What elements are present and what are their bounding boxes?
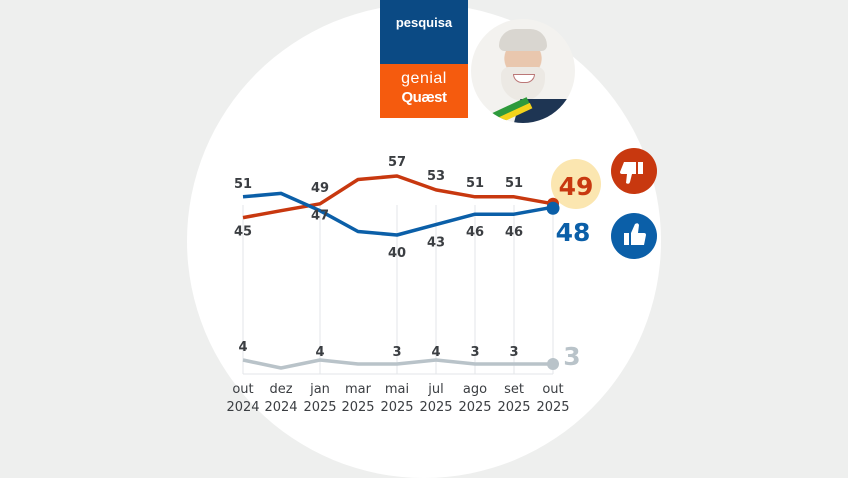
final-value-approve: 48 (556, 218, 591, 247)
point-label: 46 (466, 225, 484, 240)
highlight-circle (551, 159, 601, 209)
x-tick-month: jan (309, 382, 330, 397)
legend-icons (611, 148, 657, 259)
series-line-disapprove (242, 174, 554, 220)
final-value-disapprove: 49 (559, 172, 594, 201)
end-dot-approve (546, 201, 560, 215)
point-label: 53 (427, 169, 445, 184)
x-tick-year: 2025 (303, 400, 336, 415)
x-tick-month: dez (269, 382, 292, 397)
thumbs-down-icon (611, 148, 657, 194)
x-tick-month: out (232, 382, 253, 397)
point-label: 3 (392, 345, 401, 360)
x-axis-ticks: out 2024 dez 2024 jan 2025 mar 2025 mai 2025 jul 20… (226, 382, 569, 415)
pollster-logo: pesquisa genial Quæst (380, 0, 468, 118)
x-tick-month: ago (463, 382, 487, 397)
x-tick-year: 2025 (497, 400, 530, 415)
logo-brand-block: genial Quæst (380, 64, 468, 118)
point-label: 51 (234, 177, 252, 192)
point-label: 46 (505, 225, 523, 240)
point-label: 4 (315, 345, 324, 360)
x-tick-year: 2025 (536, 400, 569, 415)
x-tick-year: 2025 (419, 400, 452, 415)
logo-genial-text: genial (401, 70, 447, 87)
x-tick-month: set (504, 382, 524, 397)
thumbs-up-icon (611, 213, 657, 259)
x-tick-month: mai (385, 382, 409, 397)
x-tick-month: jul (427, 382, 443, 397)
point-label: 3 (470, 345, 479, 360)
final-values: 49 48 3 (546, 159, 601, 371)
point-label: 4 (238, 340, 247, 355)
x-tick-year: 2024 (264, 400, 297, 415)
logo-pesquisa-label: pesquisa (380, 0, 468, 64)
point-label: 57 (388, 155, 406, 170)
x-tick-year: 2025 (458, 400, 491, 415)
series-lines (242, 174, 554, 370)
series-line-approve (242, 191, 554, 237)
point-label: 43 (427, 236, 445, 251)
x-tick-year: 2025 (341, 400, 374, 415)
logo-quaest-text: Quæst (401, 89, 447, 106)
x-tick-year: 2024 (226, 400, 259, 415)
point-label: 47 (311, 209, 329, 224)
point-label: 40 (388, 246, 406, 261)
final-value-other: 3 (563, 342, 580, 371)
point-label: 49 (311, 181, 329, 196)
grid-lines (242, 205, 554, 375)
series-line-other (242, 358, 553, 370)
x-tick-month: out (542, 382, 563, 397)
x-tick-month: mar (345, 382, 372, 397)
end-dot-other (547, 358, 559, 370)
x-tick-year: 2025 (380, 400, 413, 415)
point-label: 4 (431, 345, 440, 360)
point-label: 45 (234, 225, 252, 240)
portrait-photo (471, 19, 575, 123)
point-label: 51 (505, 176, 523, 191)
point-label: 3 (509, 345, 518, 360)
point-label: 51 (466, 176, 484, 191)
